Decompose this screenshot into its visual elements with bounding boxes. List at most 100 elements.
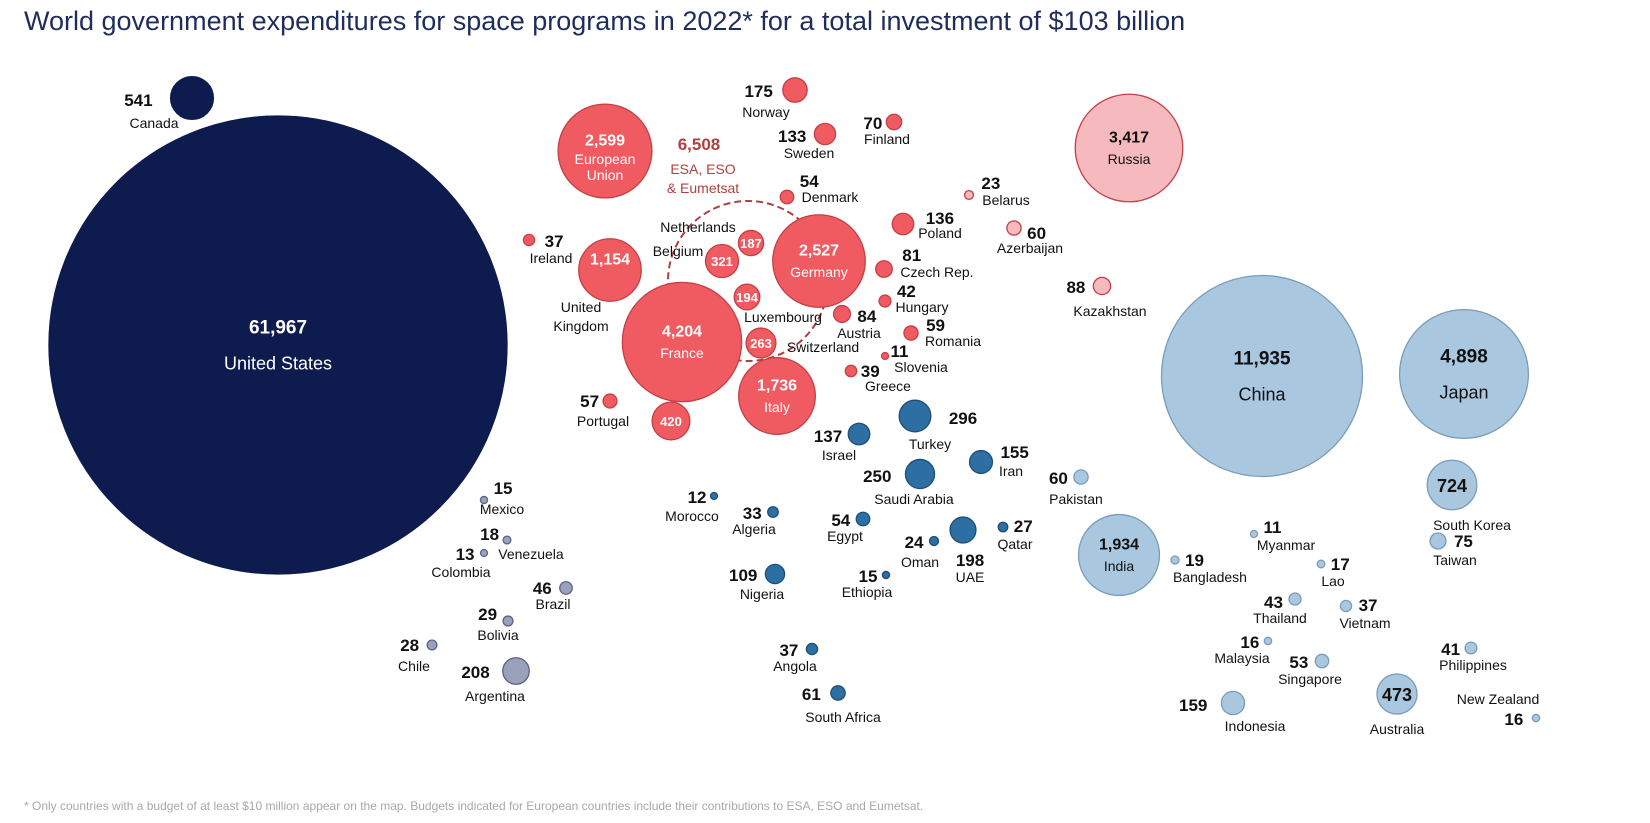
name-label-morocco: Morocco [665,508,719,524]
bubble-bolivia [502,615,514,627]
bubble-south-korea [1426,459,1478,511]
value-label-greece: 39 [861,362,880,381]
name-label-thailand: Thailand [1253,610,1307,626]
value-label-hungary: 42 [897,282,916,301]
bubble-european-union [557,103,653,199]
bubble-saudi-arabia [904,458,936,490]
bubble-india [1077,513,1161,597]
name-label-switzerland: Switzerland [787,339,859,355]
name-label-european-union: European [575,151,636,167]
name-label-austria: Austria [837,325,881,341]
bubble-austria [832,304,852,324]
name-label-bangladesh: Bangladesh [1173,569,1247,585]
value-label-algeria: 33 [743,504,762,523]
value-label-spain: 420 [660,414,682,429]
bubble-qatar [997,521,1009,533]
bubble-malaysia [1263,636,1273,646]
name-label-vietnam: Vietnam [1339,615,1390,631]
bubble-netherlands [737,229,765,257]
value-label-european-union: 2,599 [585,133,625,150]
bubble-nigeria [764,563,786,585]
name-label-luxembourg: Luxembourg [744,309,822,325]
value-label-south-africa: 61 [802,685,821,704]
value-label-iran: 155 [1000,443,1028,462]
name-label-hungary: Hungary [896,299,949,315]
name-label-greece: Greece [865,378,911,394]
bubble-germany [772,214,866,308]
value-label-qatar: 27 [1014,517,1033,536]
name-label-slovenia: Slovenia [894,359,948,375]
name-label-azerbaijan: Azerbaijan [997,240,1063,256]
bubble-spain [651,401,691,441]
value-label-ireland: 37 [545,232,564,251]
bubble-angola [805,642,819,656]
bubble-israel [847,422,871,446]
bubble-china [1160,274,1364,478]
bubble-czech-rep [875,260,893,278]
value-label-indonesia: 159 [1179,696,1207,715]
name-label-argentina: Argentina [465,688,525,704]
value-label-czech-rep: 81 [902,246,921,265]
bubble-luxembourg [733,283,761,311]
name-label-japan: Japan [1439,382,1488,402]
name-label-czech-rep: Czech Rep. [900,264,973,280]
bubble-taiwan [1429,532,1447,550]
value-label-canada: 541 [124,91,152,110]
bubble-iran [968,449,994,475]
value-label-nigeria: 109 [729,566,757,585]
esa-group-label: ESA, ESO [670,161,735,177]
value-label-italy: 1,736 [757,378,797,395]
value-label-brazil: 46 [533,579,552,598]
name-label-lao: Lao [1321,573,1345,589]
value-label-russia: 3,417 [1109,130,1149,147]
name-label-malaysia: Malaysia [1214,650,1269,666]
name-label-sweden: Sweden [784,145,835,161]
bubble-egypt [855,511,871,527]
bubble-norway [782,77,808,103]
value-label-finland: 70 [863,114,882,133]
name-label-china: China [1238,384,1286,404]
bubble-singapore [1314,653,1330,669]
bubble-kazakhstan [1092,276,1112,296]
value-label-myanmar: 11 [1264,518,1282,537]
bubble-mexico [479,495,489,505]
bubble-bangladesh [1170,555,1180,565]
bubble-slovenia [880,351,890,361]
name-label-philippines: Philippines [1439,657,1507,673]
value-label-angola: 37 [779,641,798,660]
bubble-philippines [1464,641,1478,655]
bubble-russia [1074,93,1184,203]
value-label-austria: 84 [857,307,876,326]
name-label-finland: Finland [864,131,910,147]
bubble-ethiopia [881,570,891,580]
name-label-norway: Norway [742,104,789,120]
value-label-france: 4,204 [662,324,702,341]
bubble-united-states [48,115,508,575]
value-label-romania: 59 [926,316,945,335]
bubble-lao [1316,559,1326,569]
bubble-argentina [502,657,530,685]
name-label-venezuela: Venezuela [498,546,564,562]
value-label-singapore: 53 [1289,653,1308,672]
value-label-portugal: 57 [580,392,599,411]
bubble-romania [903,325,919,341]
name-label-angola: Angola [773,658,817,674]
value-label-south-korea: 724 [1437,476,1467,496]
name-label-russia: Russia [1108,151,1151,167]
name-label-mexico: Mexico [480,501,525,517]
bubble-france [621,281,743,403]
name-label-brazil: Brazil [535,596,570,612]
value-label-belgium: 321 [711,254,733,269]
name-label-algeria: Algeria [732,521,776,537]
bubble-morocco [709,491,719,501]
value-label-japan: 4,898 [1440,347,1488,368]
name-label-romania: Romania [925,333,981,349]
name-label-new-zealand: New Zealand [1457,691,1540,707]
name-label-saudi-arabia: Saudi Arabia [874,491,954,507]
name-label-united-kingdom: United [561,299,601,315]
value-label-australia: 473 [1382,685,1412,705]
name-label-singapore: Singapore [1278,671,1342,687]
value-label-luxembourg: 194 [736,290,758,305]
value-label-india: 1,934 [1099,537,1139,554]
bubble-algeria [767,506,779,518]
